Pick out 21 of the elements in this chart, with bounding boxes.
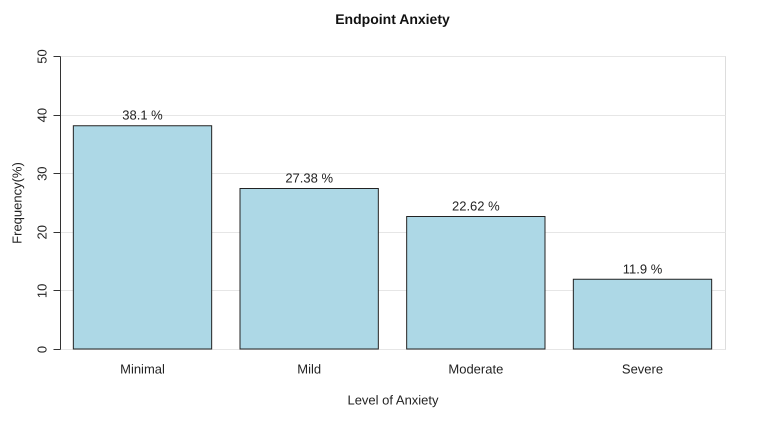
- bar: [72, 125, 212, 350]
- y-tick-label: 0: [34, 346, 50, 354]
- x-tick-label: Moderate: [448, 362, 504, 376]
- chart-title: Endpoint Anxiety: [335, 10, 450, 27]
- x-tick-label: Severe: [622, 362, 664, 376]
- x-tick-label: Minimal: [120, 362, 165, 376]
- y-tick-label: 40: [34, 108, 50, 122]
- data-label: 27.38 %: [285, 170, 334, 186]
- x-axis-title: Level of Anxiety: [347, 392, 440, 408]
- y-tick-label: 50: [34, 49, 50, 64]
- data-label: 22.62 %: [452, 198, 500, 214]
- y-tick-label: 20: [34, 225, 50, 240]
- bar: [572, 278, 712, 350]
- bar: [240, 188, 379, 350]
- y-axis-title: Frequency(%): [10, 162, 24, 244]
- y-tick-label: 30: [34, 166, 50, 181]
- data-label: 38.1 %: [122, 108, 164, 123]
- data-label: 11.9 %: [622, 261, 663, 276]
- bar: [406, 216, 546, 350]
- x-tick-label: Mild: [297, 362, 322, 376]
- y-tick-label: 10: [34, 284, 50, 298]
